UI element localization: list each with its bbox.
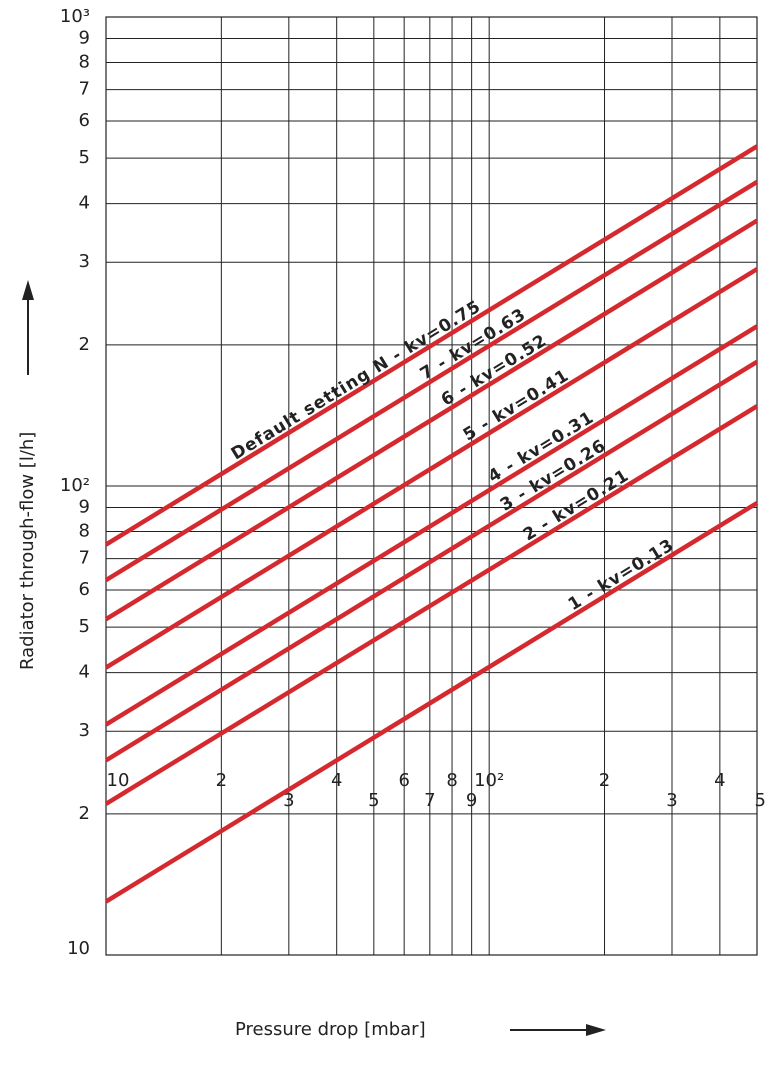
series-line (104, 218, 759, 622)
y-tick-label: 2 (79, 803, 90, 824)
x-tick-label: 7 (424, 790, 435, 811)
y-tick-label: 8 (79, 51, 90, 72)
series-line (104, 324, 759, 727)
y-tick-label: 4 (79, 662, 90, 683)
x-tick-label: 8 (446, 770, 457, 791)
y-tick-label: 5 (79, 616, 90, 637)
y-tick-label: 5 (79, 147, 90, 168)
series-line (104, 404, 759, 806)
y-tick-label: 9 (79, 27, 90, 48)
x-tick-label: 6 (398, 770, 409, 791)
x-tick-label: 2 (599, 770, 610, 791)
y-axis-label: Radiator through-flow [l/h] (17, 432, 38, 670)
y-tick-label: 6 (79, 110, 90, 131)
x-tick-label: 5 (755, 790, 766, 811)
x-tick-label: 9 (466, 790, 477, 811)
series-line (104, 144, 759, 547)
x-arrowhead (586, 1024, 606, 1036)
x-tick-label: 3 (283, 790, 294, 811)
x-tick-label: 5 (368, 790, 379, 811)
y-tick-label: 4 (79, 193, 90, 214)
x-tick-label: 2 (216, 770, 227, 791)
y-tick-label: 10² (60, 475, 90, 496)
y-tick-label: 2 (79, 334, 90, 355)
x-tick-label: 10 (107, 770, 130, 791)
series-line (104, 359, 759, 763)
y-tick-label: 7 (79, 79, 90, 100)
y-tick-label: 6 (79, 579, 90, 600)
y-tick-label: 10³ (60, 6, 90, 27)
y-tick-label: 3 (79, 720, 90, 741)
y-arrowhead (22, 280, 34, 300)
x-tick-label: 4 (331, 770, 342, 791)
y-tick-label: 10 (67, 938, 90, 959)
y-tick-label: 3 (79, 251, 90, 272)
series-line (104, 267, 759, 670)
x-tick-label: 4 (714, 770, 725, 791)
series-line (104, 179, 759, 583)
y-tick-label: 8 (79, 520, 90, 541)
series-line (104, 501, 759, 904)
x-tick-label: 10² (474, 770, 504, 791)
x-axis-label: Pressure drop [mbar] (235, 1019, 426, 1040)
x-tick-label: 3 (666, 790, 677, 811)
y-tick-label: 7 (79, 548, 90, 569)
y-tick-label: 9 (79, 496, 90, 517)
